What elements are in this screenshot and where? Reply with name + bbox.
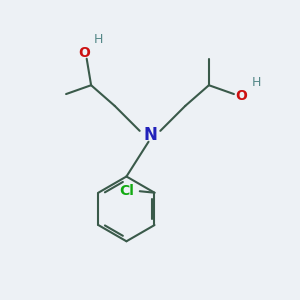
Text: H: H [94,33,103,46]
Text: N: N [143,126,157,144]
Text: Cl: Cl [119,184,134,198]
Text: O: O [78,46,90,60]
Text: H: H [251,76,261,89]
Text: O: O [235,88,247,103]
